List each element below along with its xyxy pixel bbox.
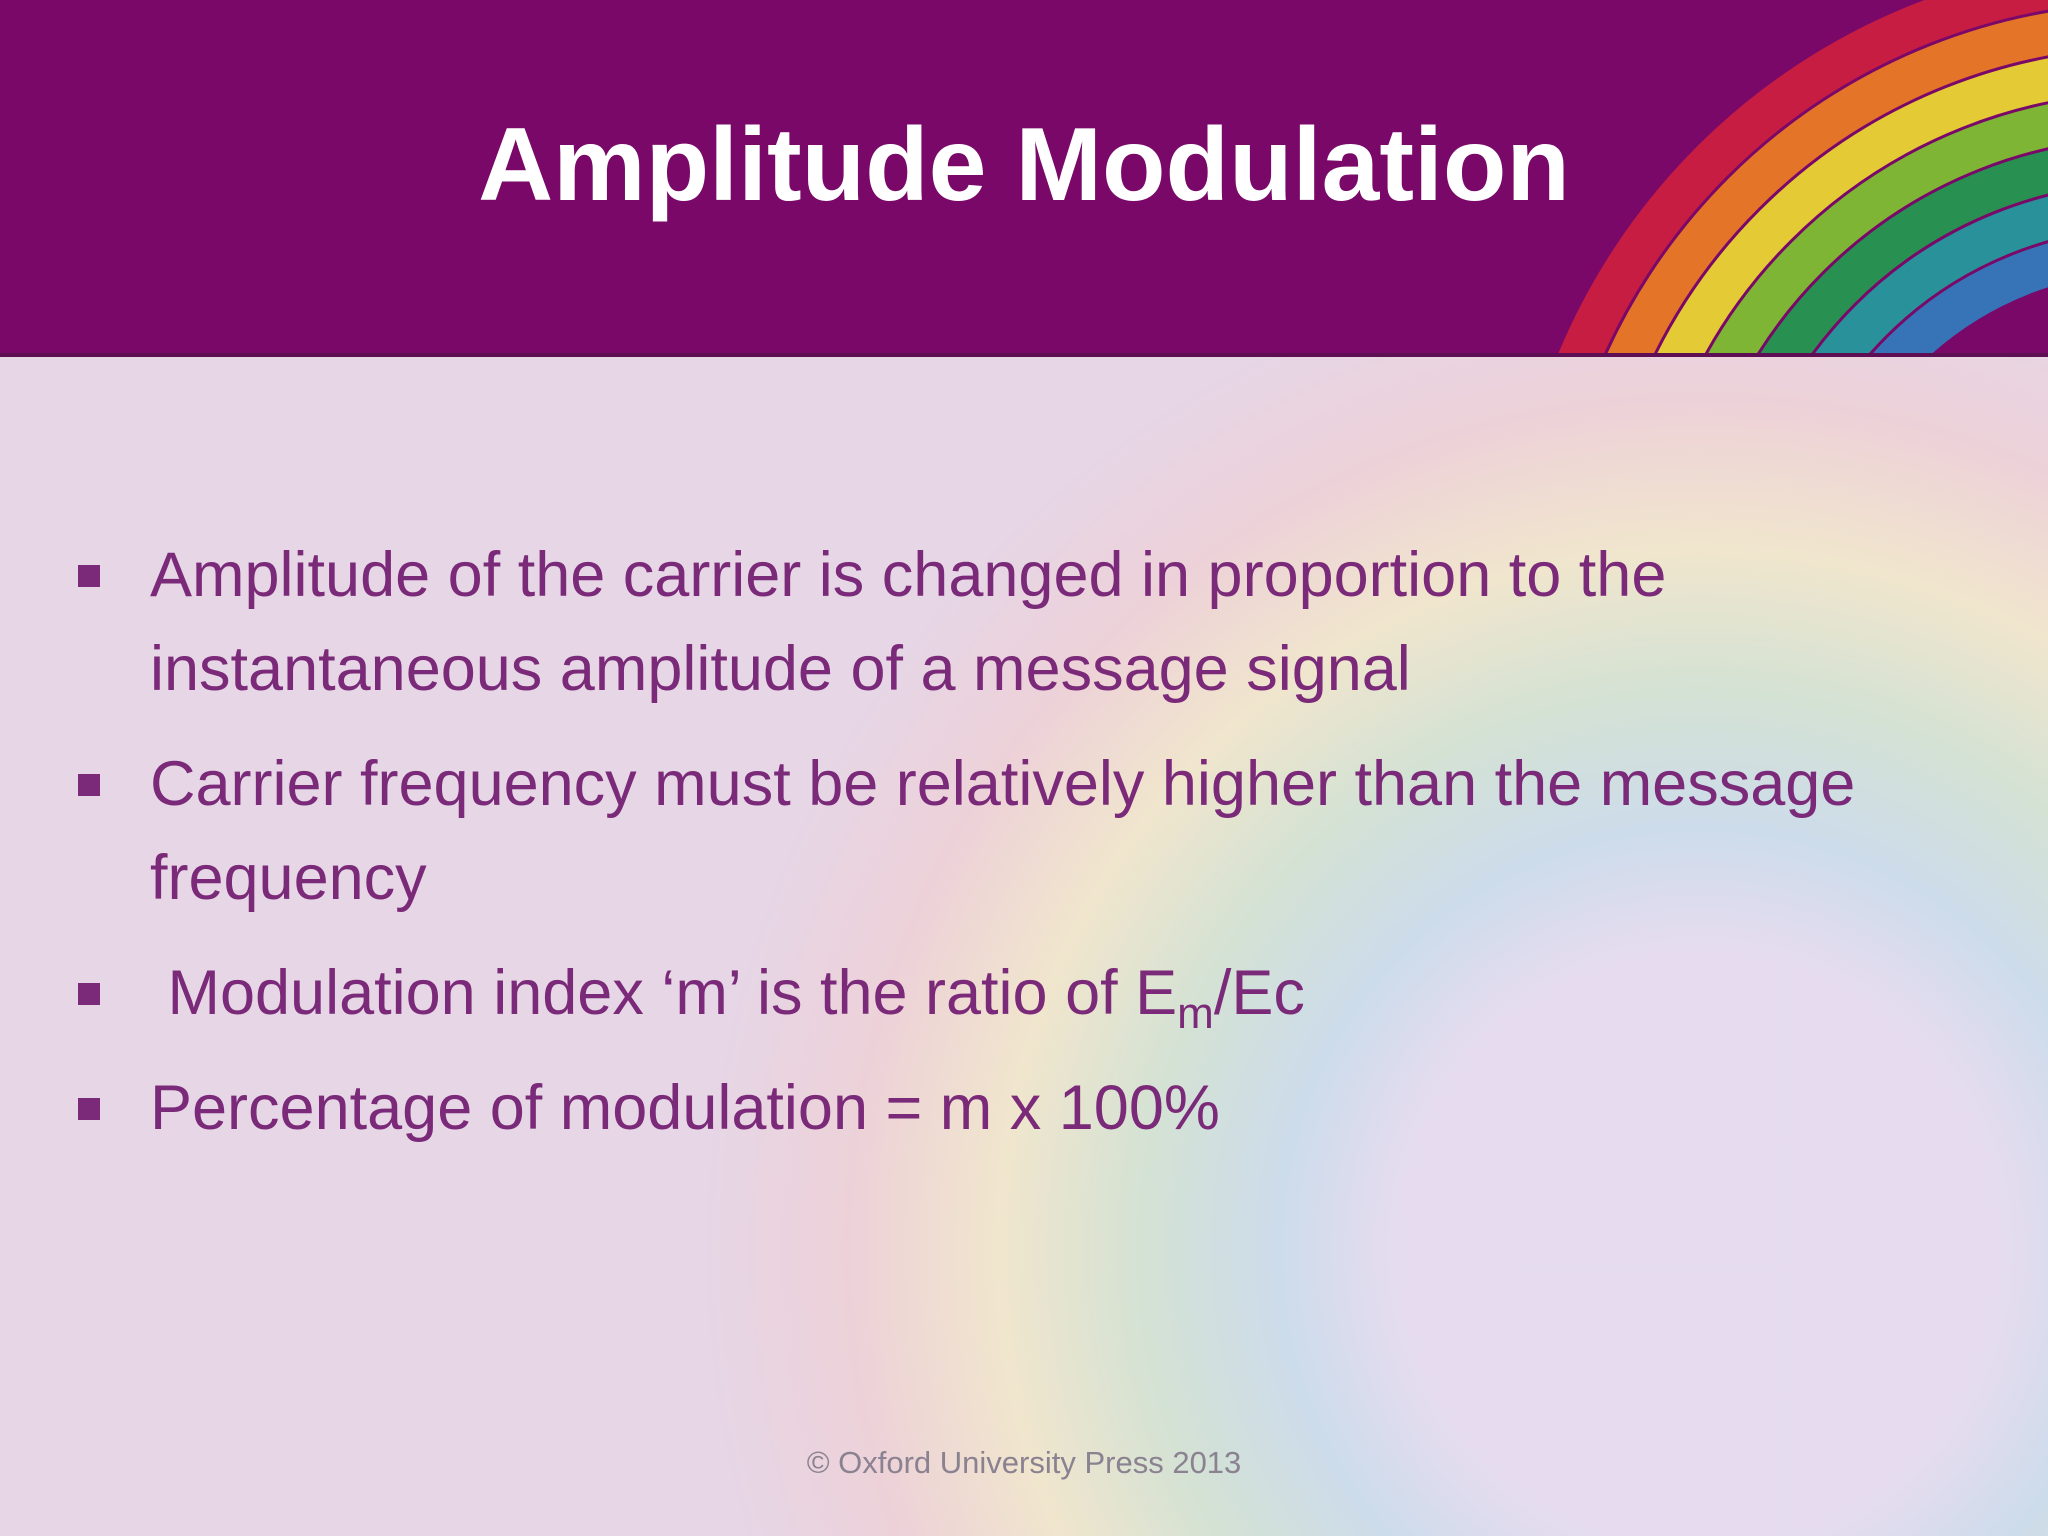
bullet-marker bbox=[78, 565, 100, 587]
bullet-marker bbox=[78, 983, 100, 1005]
header-bar: Amplitude Modulation bbox=[0, 0, 2048, 357]
subscript: m bbox=[1177, 989, 1214, 1038]
bullet-marker bbox=[78, 1098, 100, 1120]
bullet-item: Carrier frequency must be relatively hig… bbox=[78, 737, 2010, 925]
bullet-marker bbox=[78, 774, 100, 796]
bullet-item: Amplitude of the carrier is changed in p… bbox=[78, 528, 2010, 716]
bullet-text: Percentage of modulation = m x 100% bbox=[150, 1073, 1220, 1143]
rainbow-decoration bbox=[0, 0, 2048, 353]
bullet-text: Carrier frequency must be relatively hig… bbox=[150, 749, 1856, 913]
bullet-text: /Ec bbox=[1213, 958, 1305, 1028]
bullet-text: Modulation index ‘m’ is the ratio of E bbox=[150, 958, 1178, 1028]
bullet-item: Modulation index ‘m’ is the ratio of Em/… bbox=[78, 946, 2010, 1040]
slide-title: Amplitude Modulation bbox=[478, 107, 1570, 223]
bullet-item: Percentage of modulation = m x 100% bbox=[78, 1061, 2010, 1155]
footer-copyright: © Oxford University Press 2013 bbox=[806, 1445, 1242, 1480]
bullet-text: Amplitude of the carrier is changed in p… bbox=[150, 540, 1667, 704]
